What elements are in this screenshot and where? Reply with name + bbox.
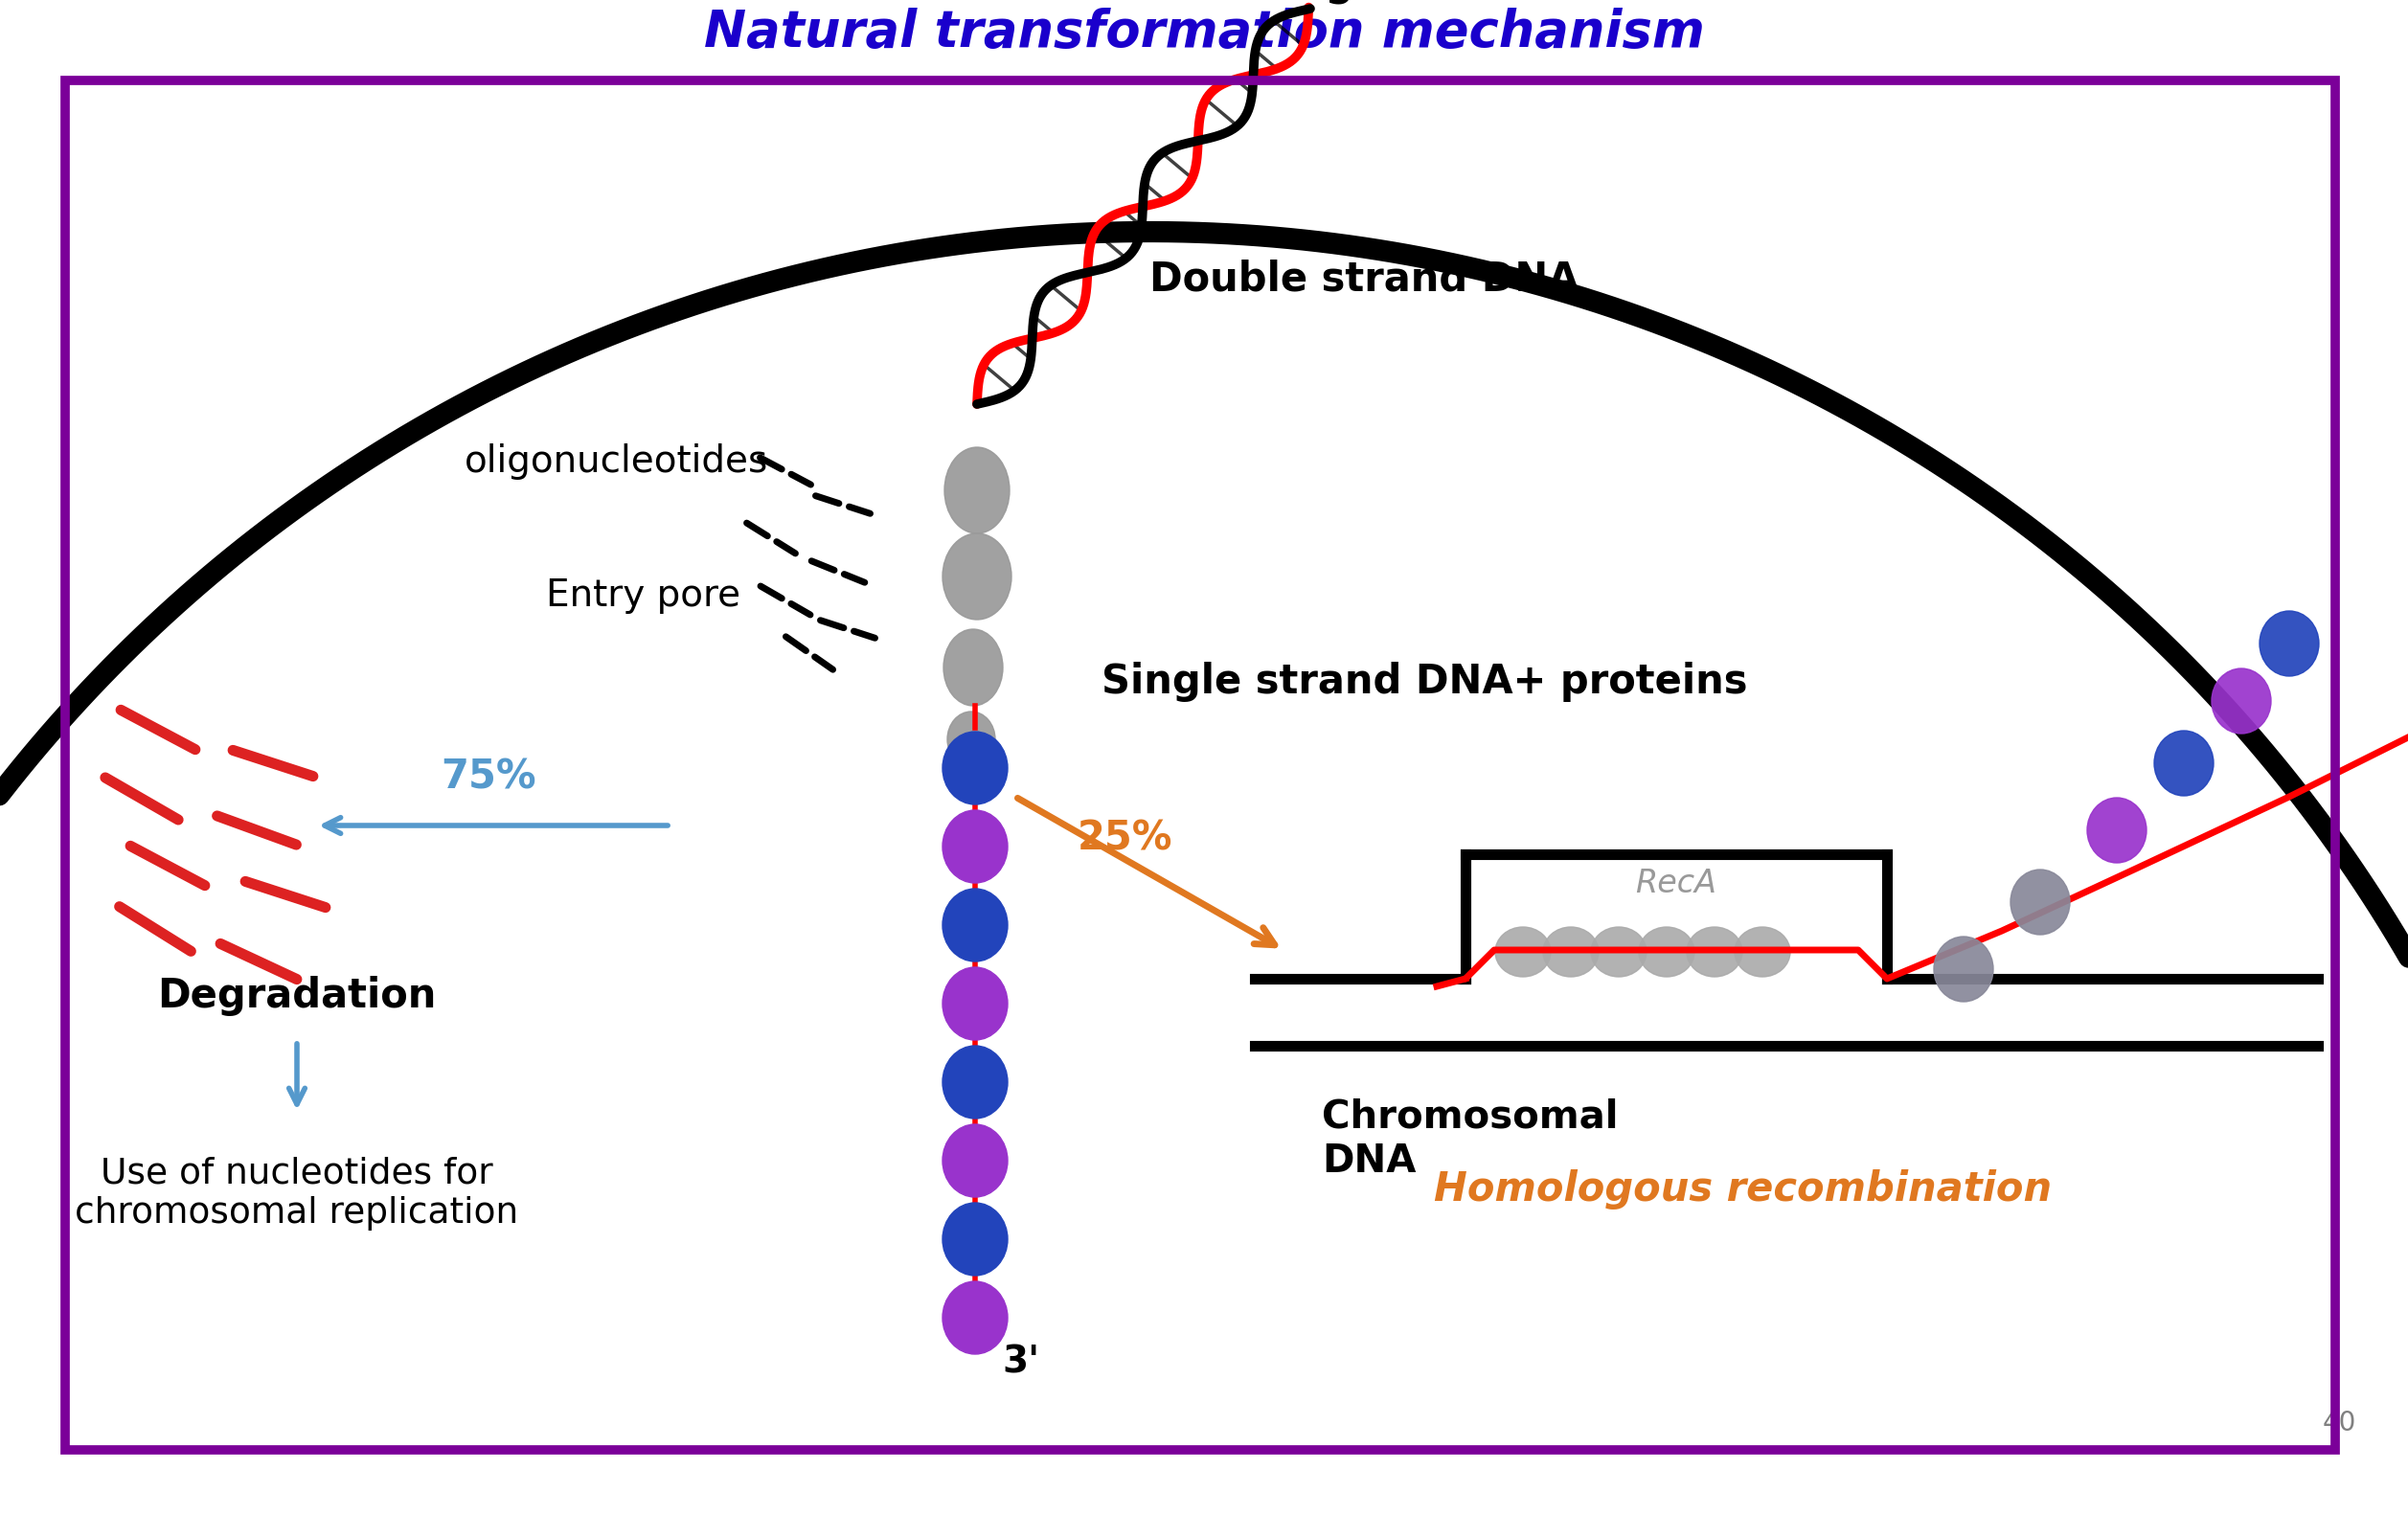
- Ellipse shape: [942, 1282, 1007, 1354]
- Text: Homologous recombination: Homologous recombination: [1435, 1170, 2052, 1209]
- Ellipse shape: [946, 712, 995, 767]
- Ellipse shape: [2155, 730, 2213, 795]
- Text: Chromosomal
DNA: Chromosomal DNA: [1322, 1098, 1618, 1182]
- Ellipse shape: [2211, 668, 2271, 733]
- Text: Degradation: Degradation: [157, 976, 436, 1017]
- Ellipse shape: [942, 1203, 1007, 1276]
- Ellipse shape: [1544, 927, 1599, 977]
- Text: 5': 5': [1327, 0, 1363, 11]
- Text: Use of nucleotides for
chromosomal replication: Use of nucleotides for chromosomal repli…: [75, 1156, 518, 1230]
- Text: Entry pore: Entry pore: [547, 577, 742, 614]
- Ellipse shape: [944, 629, 1002, 706]
- Ellipse shape: [942, 811, 1007, 883]
- Text: 40: 40: [2321, 1409, 2357, 1436]
- Text: 3': 3': [1002, 1344, 1040, 1382]
- Ellipse shape: [1592, 927, 1647, 977]
- Ellipse shape: [942, 533, 1011, 620]
- Ellipse shape: [2259, 611, 2319, 676]
- Ellipse shape: [1686, 927, 1743, 977]
- Ellipse shape: [1934, 936, 1994, 1001]
- Ellipse shape: [942, 889, 1007, 962]
- Text: Natural transformation mechanism: Natural transformation mechanism: [703, 8, 1705, 58]
- Text: Double strand DNA: Double strand DNA: [1149, 259, 1580, 300]
- Text: 75%: 75%: [441, 758, 537, 798]
- Text: oligonucleotides: oligonucleotides: [465, 444, 768, 480]
- Ellipse shape: [1734, 927, 1789, 977]
- Ellipse shape: [942, 732, 1007, 804]
- Ellipse shape: [1495, 927, 1551, 977]
- Text: Single strand DNA+ proteins: Single strand DNA+ proteins: [1100, 662, 1748, 701]
- Ellipse shape: [944, 447, 1009, 533]
- Text: RecA: RecA: [1635, 867, 1717, 898]
- Ellipse shape: [942, 1045, 1007, 1118]
- Text: 25%: 25%: [1079, 818, 1173, 857]
- Ellipse shape: [2011, 870, 2071, 935]
- Ellipse shape: [2088, 798, 2146, 864]
- Ellipse shape: [942, 967, 1007, 1039]
- Ellipse shape: [1640, 927, 1695, 977]
- Ellipse shape: [942, 1124, 1007, 1197]
